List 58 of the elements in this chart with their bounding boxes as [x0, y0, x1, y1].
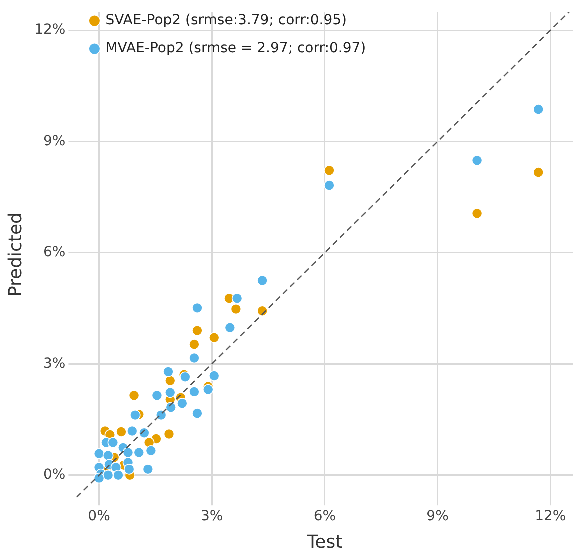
point — [533, 104, 544, 115]
point — [164, 428, 175, 440]
point — [102, 450, 114, 462]
legend-label: SVAE-Pop2 (srmse:3.79; corr:0.95) — [106, 12, 348, 29]
point — [257, 275, 268, 286]
point — [189, 386, 200, 398]
x-tick-label: 0% — [88, 508, 110, 525]
point — [324, 165, 335, 176]
y-tick-label: 12% — [34, 22, 66, 38]
point — [189, 352, 200, 364]
point — [472, 208, 483, 220]
y-tick-label: 6% — [44, 244, 66, 261]
point — [94, 472, 105, 484]
point — [113, 470, 124, 481]
point — [126, 426, 138, 437]
x-tick-label: 6% — [314, 508, 336, 525]
point — [156, 410, 167, 421]
point — [102, 470, 114, 481]
point — [142, 464, 154, 475]
x-tick-label: 12% — [535, 508, 566, 525]
point — [128, 390, 140, 402]
x-tick-label: 9% — [426, 508, 449, 525]
y-tick-label: 9% — [44, 133, 66, 150]
point — [230, 304, 242, 315]
point — [208, 370, 220, 382]
point — [180, 372, 191, 383]
point — [533, 167, 544, 178]
point — [257, 306, 268, 317]
point — [163, 366, 174, 378]
point — [202, 384, 214, 396]
point — [177, 398, 188, 409]
point — [152, 390, 163, 402]
y-tick-label: 3% — [44, 356, 66, 372]
point — [166, 402, 177, 413]
point — [130, 410, 141, 421]
point — [208, 332, 220, 344]
x-tick-label: 3% — [201, 508, 224, 525]
point — [94, 448, 105, 460]
x-axis-title: Test — [306, 532, 343, 553]
point — [134, 447, 145, 458]
point — [472, 155, 483, 166]
point — [122, 447, 134, 458]
point — [146, 445, 157, 456]
point — [116, 426, 127, 438]
legend-label: MVAE-Pop2 (srmse = 2.97; corr:0.97) — [106, 40, 366, 57]
y-tick-label: 0% — [44, 467, 66, 483]
point — [324, 180, 335, 191]
point — [192, 302, 203, 314]
point — [192, 325, 203, 336]
point — [164, 375, 176, 386]
y-axis-title: Predicted — [5, 212, 26, 298]
point — [192, 408, 203, 419]
point — [189, 339, 200, 350]
point — [164, 387, 176, 398]
point — [124, 464, 135, 475]
point — [232, 293, 243, 304]
point — [224, 322, 236, 334]
point — [108, 437, 119, 448]
